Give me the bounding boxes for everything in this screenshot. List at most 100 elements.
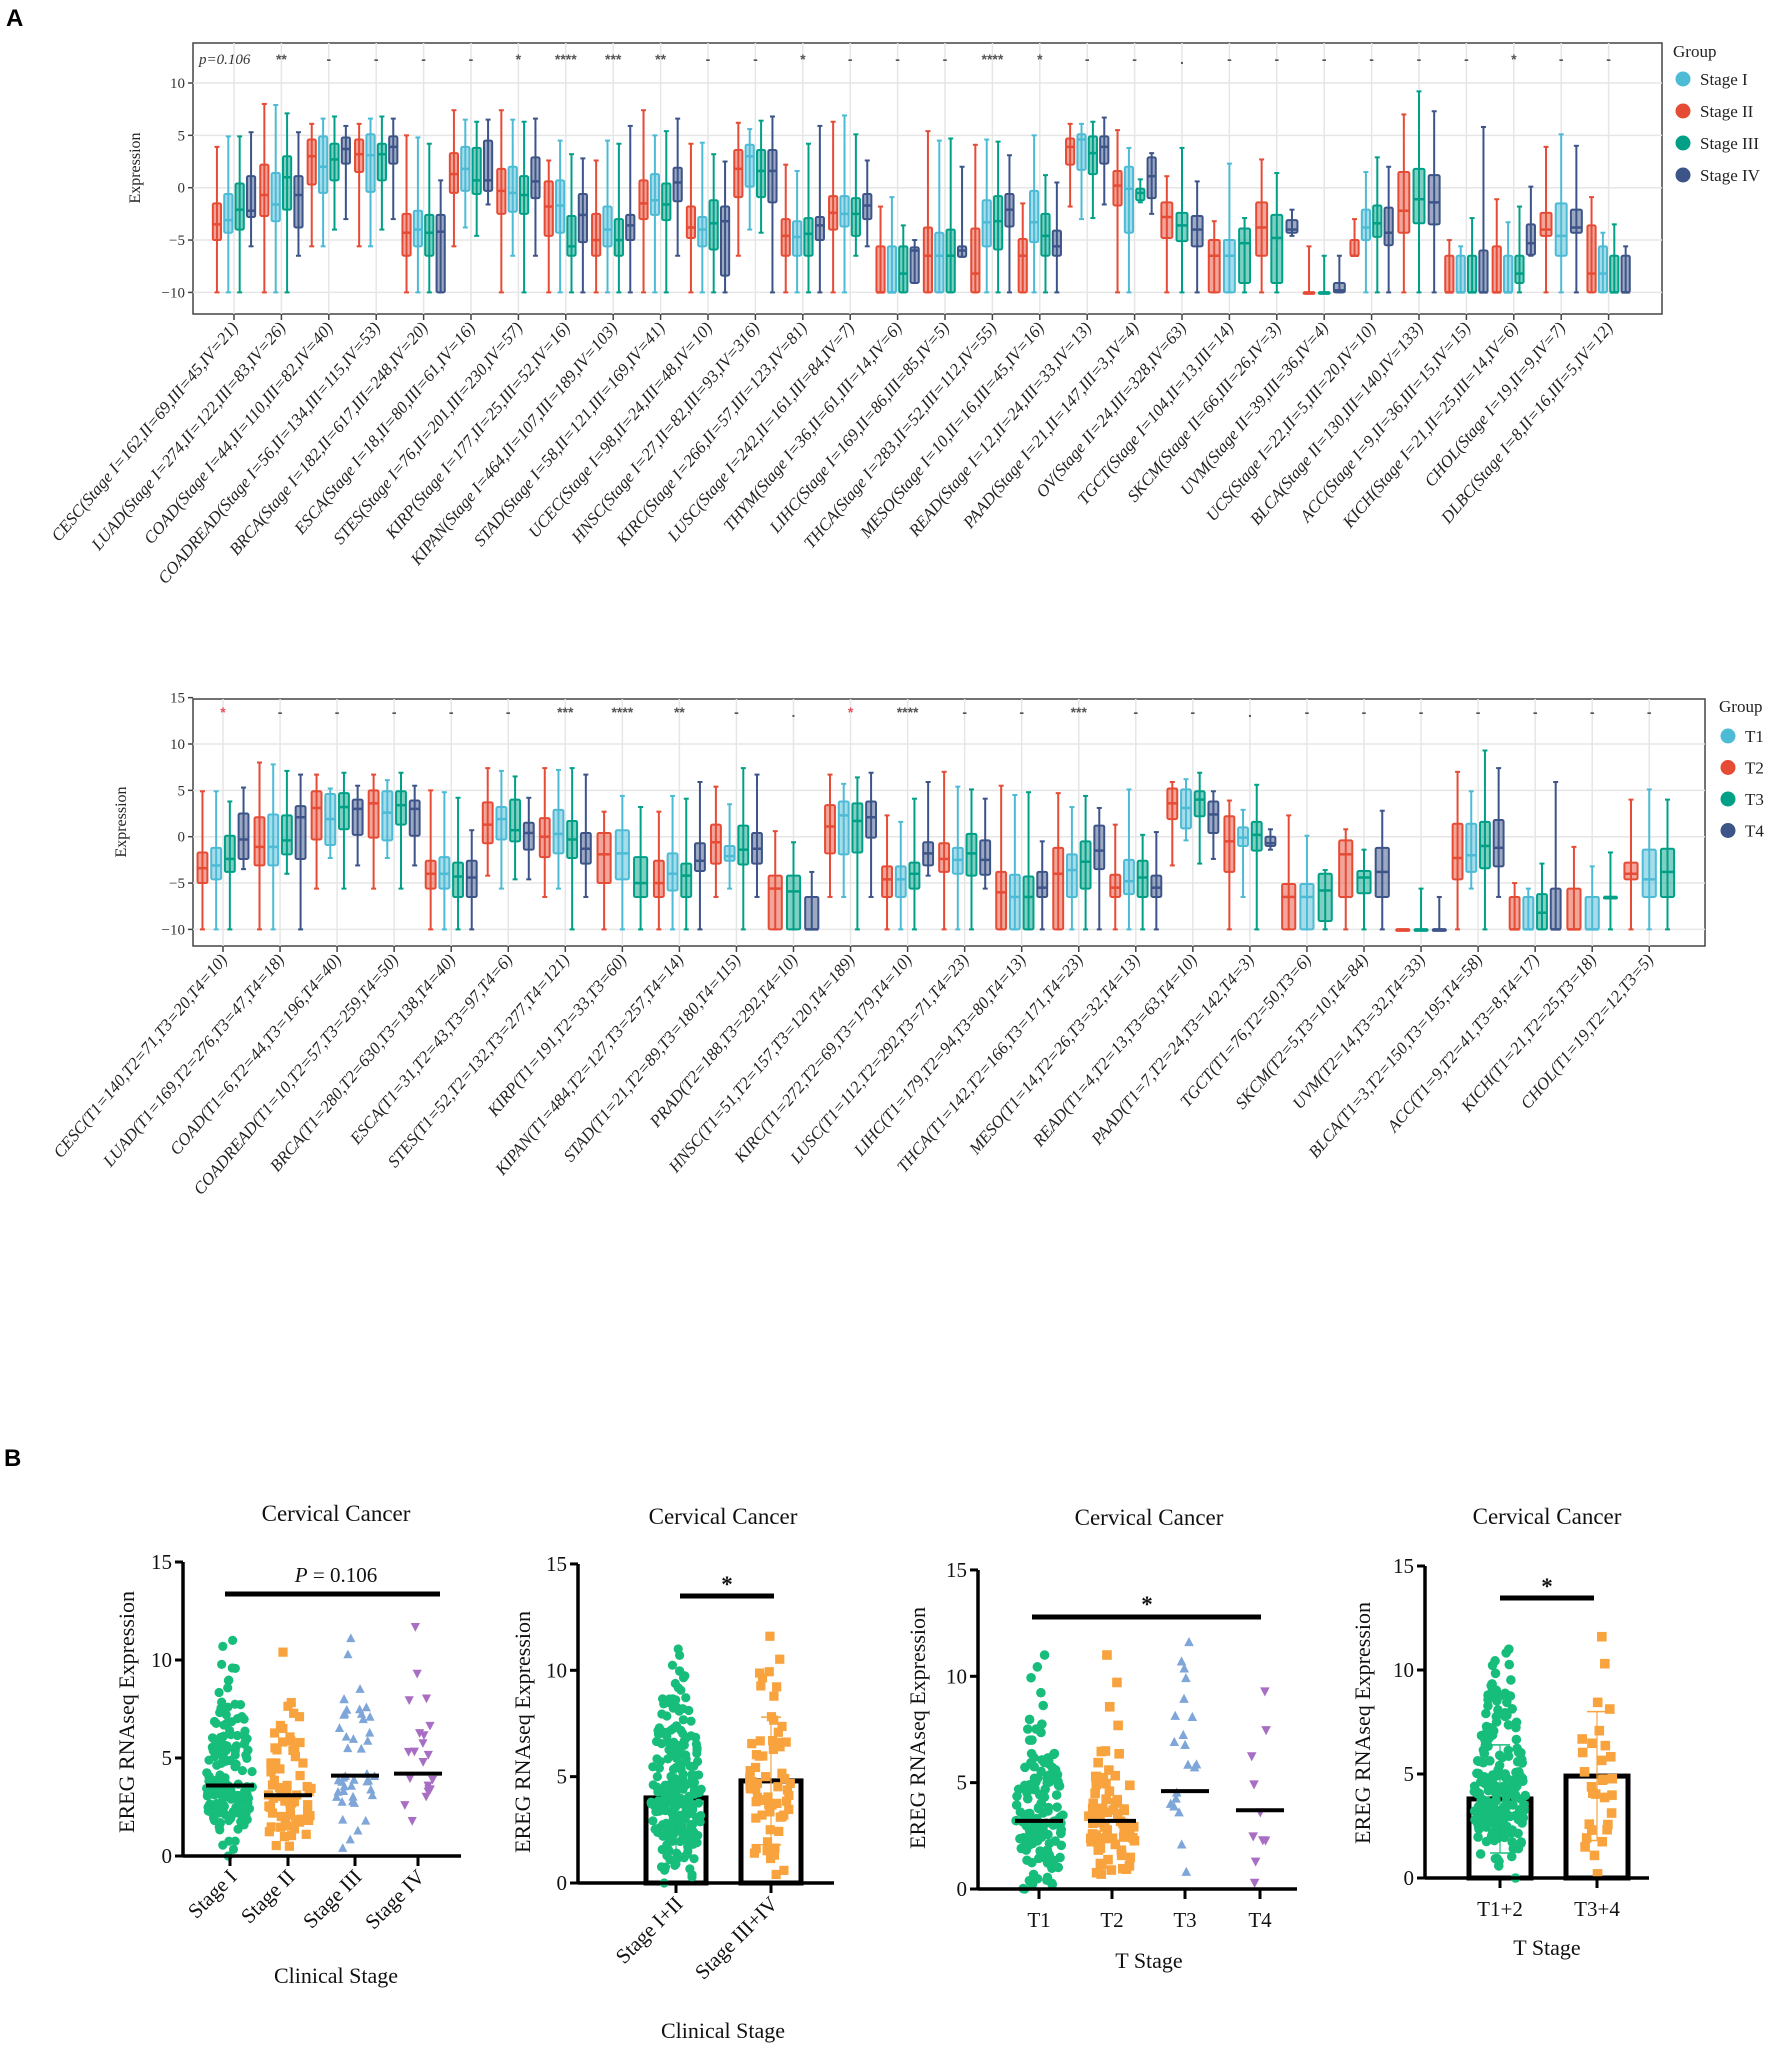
data-point xyxy=(1503,1720,1514,1730)
panel-label-b: B xyxy=(4,1445,21,1472)
significance-label: *** xyxy=(605,51,622,67)
box-t3 xyxy=(1136,833,1149,931)
significance-label: - xyxy=(449,704,454,720)
data-point xyxy=(1179,1663,1190,1673)
box xyxy=(1238,227,1252,284)
box-stage-iv xyxy=(1478,125,1489,294)
data-point xyxy=(217,1738,227,1748)
significance-label: - xyxy=(1085,51,1090,67)
box-stage-iii xyxy=(424,142,435,294)
box-t1 xyxy=(1584,865,1600,931)
box xyxy=(744,143,755,188)
data-point xyxy=(749,1848,760,1858)
box-stage-iv xyxy=(1146,152,1157,215)
box xyxy=(1135,187,1146,202)
y-tick-label: −10 xyxy=(162,922,185,938)
legend-swatch xyxy=(1720,791,1736,807)
box xyxy=(566,214,577,257)
data-point xyxy=(1104,1765,1114,1775)
box xyxy=(259,163,270,217)
data-point xyxy=(241,1750,251,1760)
y-axis-label: EREG RNAseq Expression xyxy=(1350,1602,1375,1844)
y-tick-label: 5 xyxy=(178,128,186,144)
box-stage-ii xyxy=(306,122,317,248)
box-stage-iii xyxy=(1466,217,1478,294)
data-point xyxy=(226,1794,236,1804)
box-t3 xyxy=(452,796,464,931)
data-point xyxy=(1511,1734,1522,1745)
data-point xyxy=(679,1811,689,1822)
x-tick-label: T1+2 xyxy=(1477,1897,1523,1921)
data-point xyxy=(216,1746,226,1756)
data-point xyxy=(657,1694,668,1704)
data-point xyxy=(1181,1673,1191,1683)
data-point xyxy=(682,1849,692,1859)
data-point xyxy=(286,1697,296,1708)
data-point xyxy=(233,1807,243,1817)
box-stage-iv xyxy=(1383,165,1394,294)
data-point xyxy=(1607,1773,1618,1784)
significance-label: - xyxy=(1464,51,1469,67)
box xyxy=(1079,840,1092,890)
data-point xyxy=(1517,1758,1527,1768)
box xyxy=(1022,875,1035,931)
significance-label: - xyxy=(753,51,758,67)
data-point xyxy=(1488,1798,1499,1808)
box xyxy=(1620,254,1631,294)
data-point xyxy=(653,1796,663,1806)
data-point xyxy=(1491,1711,1502,1722)
significance-label: - xyxy=(1191,704,1196,720)
data-point xyxy=(212,1760,222,1770)
data-point xyxy=(1027,1879,1038,1889)
box xyxy=(1360,208,1372,242)
box xyxy=(1584,895,1600,931)
box-t1 xyxy=(552,768,565,890)
data-point xyxy=(671,1859,681,1869)
box-t3 xyxy=(566,767,579,931)
data-point xyxy=(1042,1875,1052,1886)
data-point xyxy=(1484,1733,1494,1743)
data-point xyxy=(1169,1736,1180,1747)
box xyxy=(1522,895,1535,931)
box-stage-i xyxy=(1360,170,1372,294)
box-t2 xyxy=(310,773,323,890)
data-point xyxy=(1471,1814,1481,1824)
box-t3 xyxy=(395,771,407,890)
y-tick-label: 5 xyxy=(1404,1762,1415,1786)
box-stage-iii xyxy=(1412,90,1426,294)
data-point xyxy=(1490,1656,1500,1666)
data-point xyxy=(1501,1791,1511,1802)
data-point xyxy=(1104,1786,1115,1796)
data-point xyxy=(676,1685,686,1695)
significance-label: - xyxy=(469,51,474,67)
box xyxy=(1099,135,1110,165)
y-tick-label: 5 xyxy=(178,783,186,799)
data-point xyxy=(403,1747,414,1757)
box-stage-ii xyxy=(543,159,554,294)
data-point xyxy=(348,1734,359,1743)
data-point xyxy=(1119,1804,1129,1814)
data-point xyxy=(1093,1845,1104,1855)
box-stage-iv xyxy=(625,124,636,294)
box xyxy=(401,212,412,257)
data-point xyxy=(1032,1662,1043,1672)
x-axis-label: T Stage xyxy=(1513,1935,1580,1960)
box xyxy=(661,182,672,222)
box xyxy=(1036,870,1049,898)
data-point xyxy=(295,1770,305,1781)
box-t2 xyxy=(652,810,665,931)
data-point xyxy=(1107,1833,1118,1844)
box xyxy=(719,205,731,277)
box xyxy=(804,895,820,931)
box-stage-i xyxy=(270,103,281,294)
box-t3 xyxy=(1317,869,1333,931)
box xyxy=(395,790,407,826)
data-point xyxy=(678,1799,688,1810)
legend-swatch xyxy=(1720,760,1736,775)
data-point xyxy=(363,1736,373,1745)
group-stage-i xyxy=(202,1635,257,1861)
box-stage-i xyxy=(1076,122,1087,221)
box-stage-ii xyxy=(1586,196,1597,294)
data-point xyxy=(669,1723,679,1733)
